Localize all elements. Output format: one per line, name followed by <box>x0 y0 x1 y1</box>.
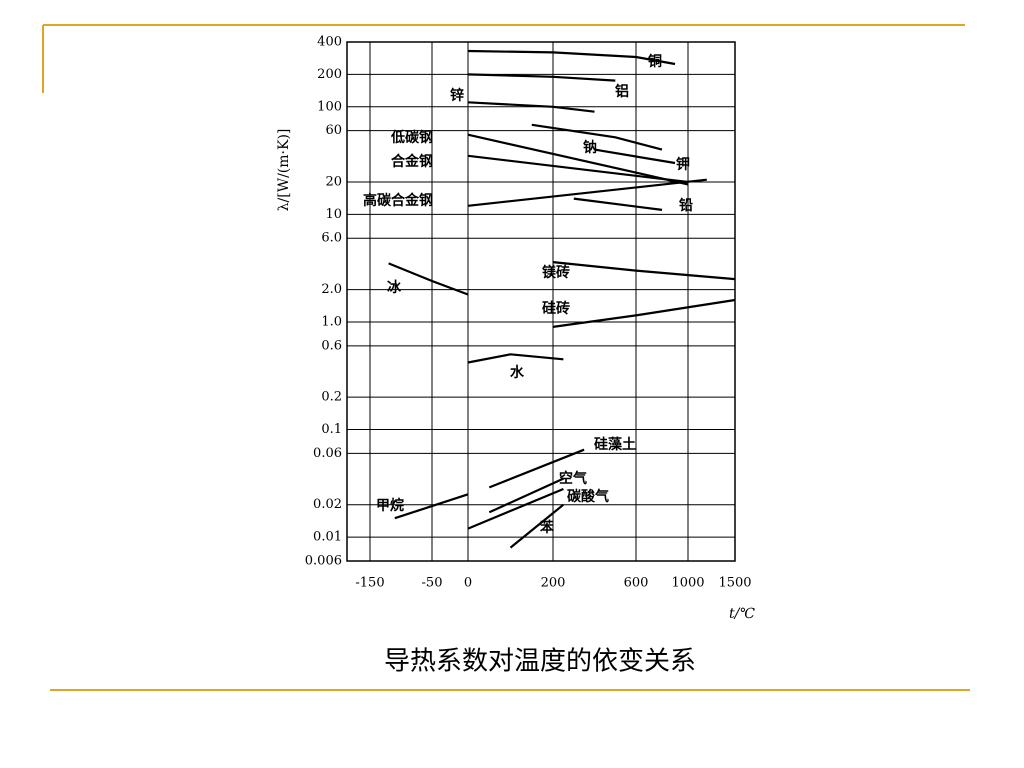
y-tick-label: 1.0 <box>321 314 342 329</box>
series-line <box>394 493 469 520</box>
series-line <box>467 353 564 364</box>
plot-frame <box>346 41 736 562</box>
series-label: 镁砖 <box>542 264 570 281</box>
series-line <box>467 487 564 530</box>
y-tick-label: 0.006 <box>305 554 342 569</box>
y-tick-label: 2.0 <box>321 282 342 297</box>
y-axis-label: λ/[W/(m·K)] <box>276 129 292 212</box>
series-line <box>467 178 707 207</box>
y-tick-label: 60 <box>325 123 342 138</box>
series-label: 锌 <box>450 87 464 104</box>
series-line <box>467 73 616 82</box>
series-line <box>388 262 469 296</box>
series-label: 铅 <box>678 197 693 214</box>
series-line <box>467 154 689 184</box>
y-tick-label: 0.1 <box>321 422 342 437</box>
y-tick-label: 200 <box>317 67 342 82</box>
x-tick-label: 1000 <box>671 576 704 591</box>
series-label: 苯 <box>539 519 555 536</box>
series-line <box>552 261 736 281</box>
y-tick-label: 0.01 <box>313 530 342 545</box>
series-line <box>573 197 663 211</box>
series-label: 甲烷 <box>376 497 404 514</box>
y-tick-label: 100 <box>317 99 342 114</box>
y-tick-label: 10 <box>325 207 342 222</box>
series-label: 铝 <box>615 83 629 100</box>
series-label: 硅藻土 <box>594 436 636 453</box>
caption: 导热系数对温度的依变关系 <box>384 647 696 677</box>
y-tick-label: 400 <box>317 35 342 50</box>
series-line <box>467 133 689 186</box>
series-label: 水 <box>510 364 525 381</box>
series-line <box>531 123 663 151</box>
series-label: 钠 <box>583 139 597 156</box>
series-label: 硅砖 <box>542 300 570 317</box>
y-tick-label: 0.02 <box>313 497 342 512</box>
series-line <box>488 477 564 514</box>
series-line <box>467 49 676 66</box>
series-label: 空气 <box>559 470 587 487</box>
series-line <box>488 448 585 489</box>
series-label: 高碳合金钢 <box>363 192 433 209</box>
series-line <box>467 101 595 113</box>
series-line <box>594 148 676 165</box>
series-line <box>509 503 565 549</box>
series-label: 低碳钢 <box>390 129 433 146</box>
y-tick-label: 20 <box>325 174 342 189</box>
series-label: 钾 <box>676 156 690 173</box>
x-tick-label: 600 <box>624 576 649 591</box>
x-tick-label: 1500 <box>718 576 751 591</box>
x-axis-label: t/℃ <box>729 606 755 622</box>
y-tick-label: 0.06 <box>313 446 342 461</box>
y-tick-label: 0.6 <box>321 338 342 353</box>
x-tick-label: 200 <box>541 576 566 591</box>
series-label: 冰 <box>387 279 402 296</box>
series-label: 合金钢 <box>391 153 433 170</box>
x-tick-label: -150 <box>355 576 384 591</box>
series-label: 铜 <box>648 53 662 70</box>
y-tick-label: 6.0 <box>321 231 342 246</box>
x-tick-label: -50 <box>422 576 443 591</box>
series-label: 碳酸气 <box>567 488 609 505</box>
series-line <box>552 298 736 328</box>
y-tick-label: 0.2 <box>321 390 342 405</box>
x-tick-label: 0 <box>464 576 472 591</box>
